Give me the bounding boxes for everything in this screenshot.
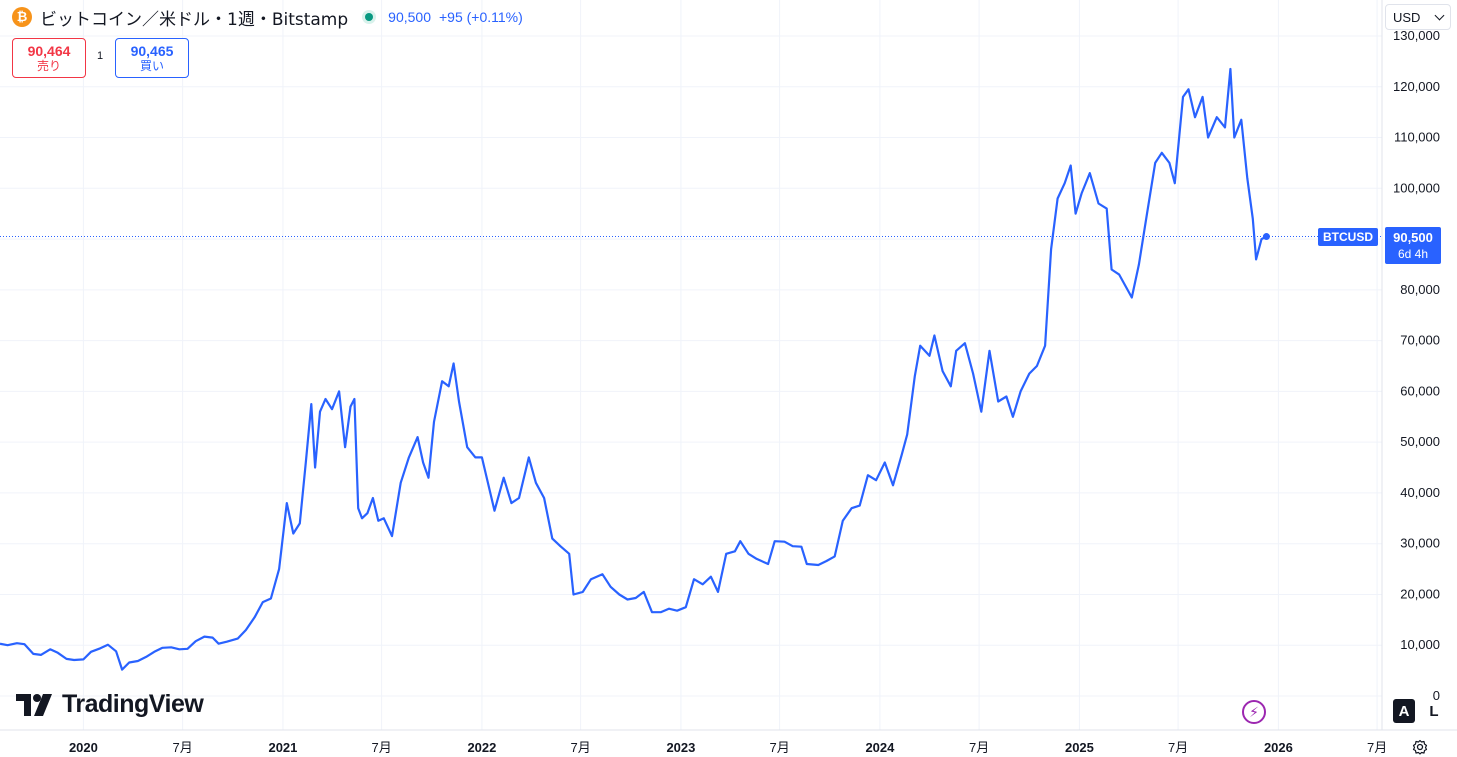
- chevron-down-icon: [1434, 10, 1445, 20]
- tradingview-logo-text: TradingView: [62, 690, 204, 718]
- x-tick-label: 7月: [969, 740, 989, 755]
- bitcoin-icon: ₿: [12, 7, 32, 27]
- time-axis[interactable]: 2020 7月 2021 7月 2022 7月 2023 7月 2024 7月 2025 7月 2026…: [69, 740, 1387, 755]
- bar-countdown: 6d 4h: [1397, 246, 1429, 261]
- currency-select[interactable]: USD: [1385, 4, 1451, 30]
- sell-button[interactable]: 90,464 売り: [12, 38, 86, 78]
- last-price: 90,500: [388, 9, 431, 25]
- x-tick-label: 2026: [1264, 740, 1293, 755]
- y-tick-label: 40,000: [1400, 485, 1440, 500]
- spread-value: 1: [97, 50, 104, 62]
- y-tick-label: 80,000: [1400, 282, 1440, 297]
- y-tick-label: 130,000: [1393, 28, 1440, 43]
- log-scale-button[interactable]: L: [1429, 702, 1439, 720]
- y-tick-label: 50,000: [1400, 434, 1440, 449]
- tradingview-logo[interactable]: TradingView: [16, 690, 204, 719]
- symbol-title[interactable]: ビットコイン／米ドル・1週・Bitstamp: [40, 9, 349, 30]
- buy-label: 買い: [139, 58, 164, 73]
- x-tick-label: 2024: [865, 740, 895, 755]
- x-tick-label: 2025: [1065, 740, 1094, 755]
- x-tick-label: 7月: [570, 740, 590, 755]
- chart-header: ₿ ビットコイン／米ドル・1週・Bitstamp 90,500 +95 (+0.…: [12, 6, 523, 30]
- currency-value: USD: [1393, 9, 1421, 25]
- y-tick-label: 60,000: [1400, 383, 1440, 398]
- current-price-tag: 90,500 6d 4h: [1385, 227, 1441, 264]
- sell-label: 売り: [36, 58, 61, 73]
- y-tick-label: 70,000: [1400, 333, 1440, 348]
- x-tick-label: 7月: [173, 740, 193, 755]
- y-tick-label: 20,000: [1400, 586, 1440, 601]
- y-tick-label: 100,000: [1393, 180, 1440, 195]
- x-tick-label: 7月: [769, 740, 789, 755]
- x-tick-label: 2023: [666, 740, 695, 755]
- price-change: +95 (+0.11%): [439, 9, 523, 25]
- chart-grid: [0, 0, 1382, 730]
- x-tick-label: 2022: [467, 740, 496, 755]
- y-tick-label: 110,000: [1394, 130, 1440, 145]
- x-tick-label: 7月: [1168, 740, 1188, 755]
- last-price-point: [1262, 233, 1270, 241]
- lightning-icon[interactable]: ⚡: [1242, 700, 1266, 724]
- x-tick-label: 7月: [372, 740, 392, 755]
- current-price-value: 90,500: [1393, 229, 1433, 245]
- settings-gear-icon[interactable]: [1410, 737, 1430, 757]
- price-series-line: [0, 67, 1267, 671]
- y-tick-label: 30,000: [1400, 536, 1440, 551]
- x-tick-label: 2021: [268, 740, 297, 755]
- y-tick-label: 0: [1433, 688, 1440, 703]
- buy-button[interactable]: 90,465 買い: [115, 38, 189, 78]
- y-tick-label: 10,000: [1400, 637, 1440, 652]
- x-tick-label: 2020: [69, 740, 98, 755]
- sell-price: 90,464: [27, 42, 71, 59]
- symbol-price-tag: BTCUSD: [1318, 228, 1378, 246]
- market-open-status-icon: [362, 10, 377, 24]
- auto-scale-button[interactable]: A: [1393, 699, 1415, 723]
- price-axis[interactable]: 0 10,000 20,000 30,000 40,000 50,000 60,000 70,…: [1393, 28, 1440, 703]
- x-tick-label: 7月: [1367, 740, 1387, 755]
- tradingview-logo-icon: [16, 693, 52, 716]
- buy-price: 90,465: [130, 42, 174, 59]
- y-tick-label: 120,000: [1393, 79, 1440, 94]
